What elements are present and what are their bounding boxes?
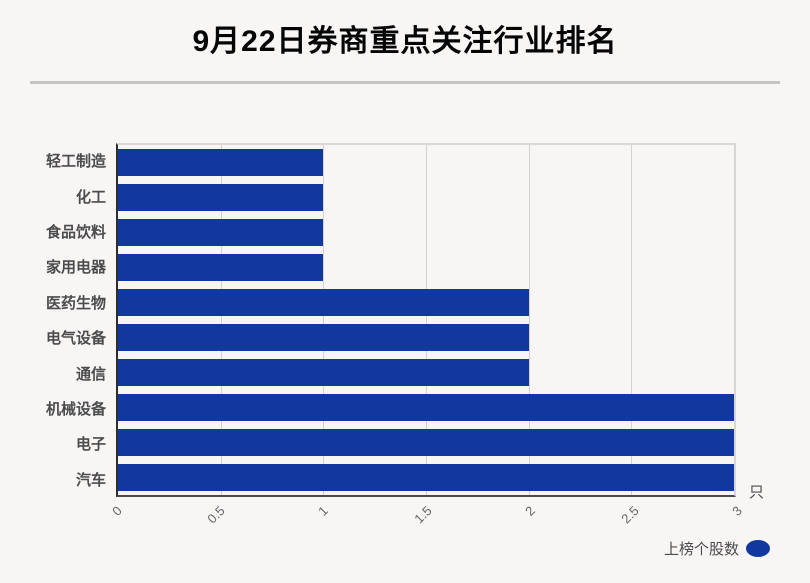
y-axis-label-家用电器: 家用电器: [45, 259, 106, 277]
x-tick-label: 2.5: [617, 503, 642, 527]
x-tick-label: 0.5: [204, 503, 228, 527]
gridline-x-1.5: [426, 145, 427, 495]
bar-轻工制造: [118, 149, 324, 176]
gridline-x-1: [323, 145, 325, 495]
bar-通信: [118, 359, 529, 386]
gridline-x-2.5: [631, 145, 633, 495]
legend: 上榜个股数: [0, 538, 770, 559]
x-axis-unit-label: 只: [749, 484, 765, 501]
y-axis-label-电气设备: 电气设备: [45, 330, 106, 348]
y-axis-labels: 轻工制造化工食品饮料家用电器医药生物电气设备通信机械设备电子汽车: [20, 143, 110, 497]
bar-家用电器: [118, 254, 324, 281]
y-axis-label-化工: 化工: [75, 188, 106, 206]
x-tick-label: 0: [108, 503, 125, 519]
y-axis-label-食品饮料: 食品饮料: [45, 223, 106, 241]
x-tick-label: 3: [728, 503, 745, 519]
x-tick-label: 2: [522, 503, 538, 519]
bar-化工: [118, 184, 324, 211]
legend-label: 上榜个股数: [663, 541, 739, 558]
y-axis-label-汽车: 汽车: [75, 471, 106, 489]
bar-食品饮料: [118, 219, 324, 246]
legend-marker-icon: [746, 540, 770, 557]
bar-电气设备: [118, 324, 529, 351]
bar-电子: [118, 429, 734, 456]
x-tick-label: 1: [315, 503, 332, 519]
bar-汽车: [118, 464, 734, 491]
y-axis-label-机械设备: 机械设备: [45, 400, 106, 418]
y-axis-label-医药生物: 医药生物: [45, 294, 106, 312]
chart-title: 9月22日券商重点关注行业排名: [192, 25, 618, 58]
x-axis-ticks: 0 0.5 1 1.5 2 2.5 3: [109, 499, 745, 541]
bar-机械设备: [118, 394, 734, 421]
title-divider: [30, 81, 780, 84]
y-axis-label-电子: 电子: [75, 436, 106, 454]
plot-area: [116, 143, 736, 497]
x-tick-label: 1.5: [411, 503, 435, 527]
y-axis-label-通信: 通信: [75, 365, 106, 383]
bar-医药生物: [118, 289, 529, 316]
gridline-x-0.5: [220, 145, 222, 495]
y-axis-label-轻工制造: 轻工制造: [45, 153, 106, 171]
gridline-x-2: [528, 145, 530, 495]
